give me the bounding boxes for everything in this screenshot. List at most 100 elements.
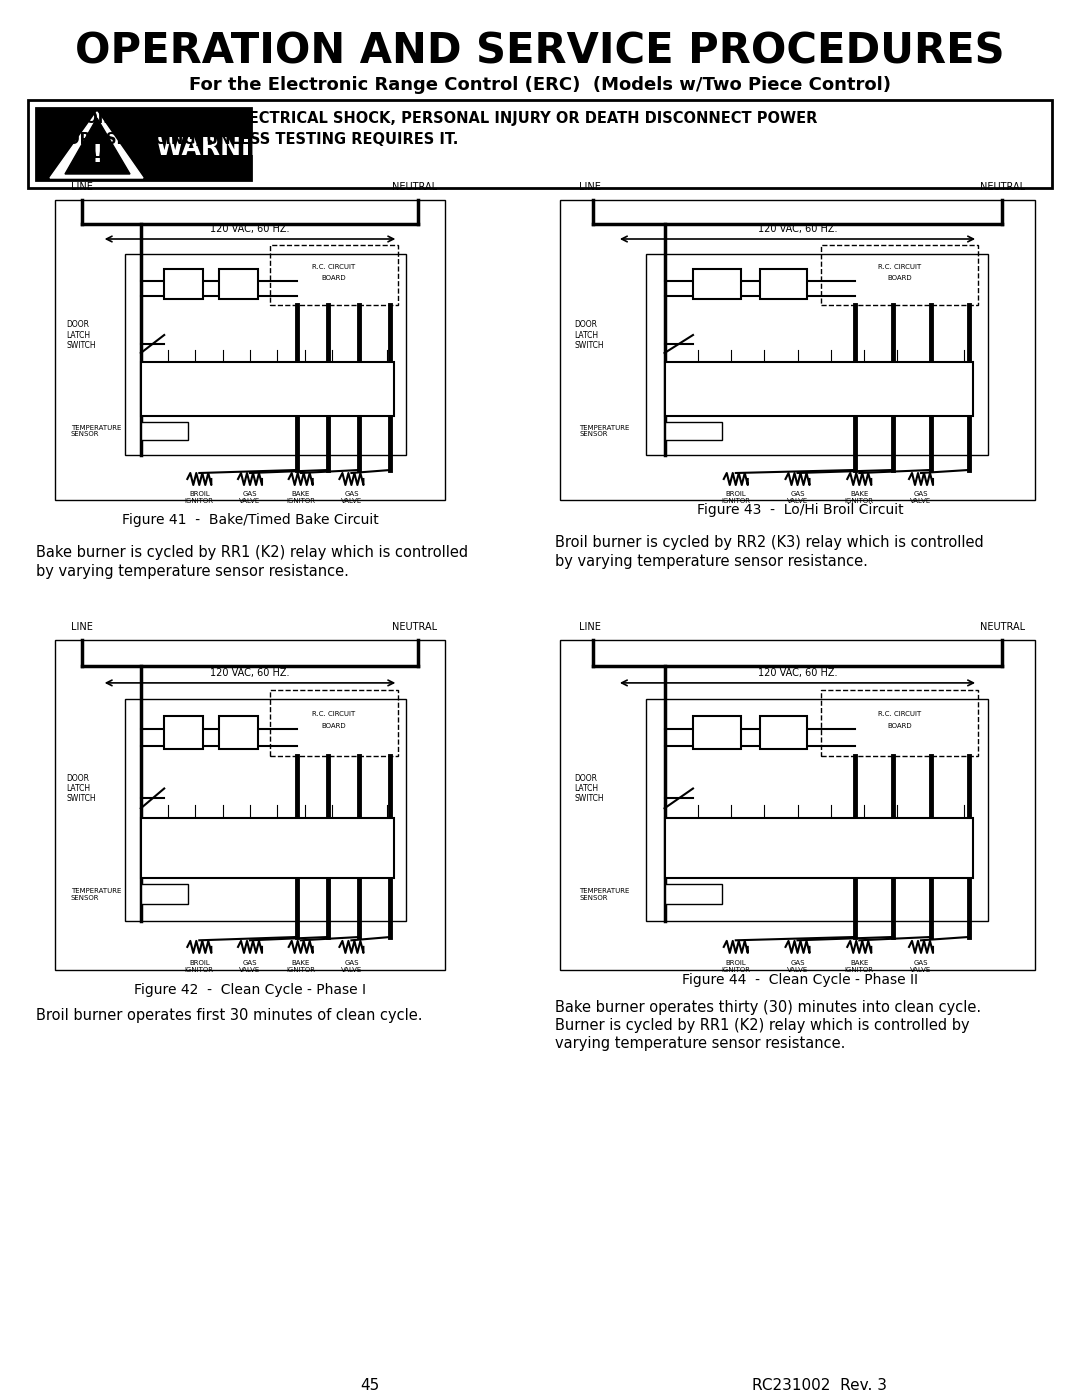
Bar xyxy=(664,819,973,877)
Text: TEMPERATURE
SENSOR: TEMPERATURE SENSOR xyxy=(70,425,121,437)
Text: R.C. CIRCUIT: R.C. CIRCUIT xyxy=(312,264,355,270)
Bar xyxy=(140,884,188,904)
Text: CLEAN
INTERLOCK: CLEAN INTERLOCK xyxy=(164,394,194,405)
Text: LINE: LINE xyxy=(579,182,600,191)
Text: BR
DRIVE
24 VDC: BR DRIVE 24 VDC xyxy=(219,367,240,384)
Text: TEMPERATURE
SENSOR: TEMPERATURE SENSOR xyxy=(579,887,630,901)
Text: DRIVE
RETURN: DRIVE RETURN xyxy=(256,827,279,838)
Bar xyxy=(219,270,258,299)
Text: GAS
VALVE: GAS VALVE xyxy=(910,490,932,504)
Bar xyxy=(140,422,188,440)
Bar xyxy=(693,270,741,299)
Text: varying temperature sensor resistance.: varying temperature sensor resistance. xyxy=(555,1037,846,1051)
Text: LINE: LINE xyxy=(70,622,93,631)
Text: For the Electronic Range Control (ERC)  (Models w/Two Piece Control): For the Electronic Range Control (ERC) (… xyxy=(189,75,891,94)
Text: BROIL
IGNITOR: BROIL IGNITOR xyxy=(185,490,214,504)
Bar xyxy=(140,819,394,877)
Text: BROIL
IGNITOR: BROIL IGNITOR xyxy=(721,490,751,504)
Text: LINE: LINE xyxy=(579,622,600,631)
Bar xyxy=(125,254,406,455)
Text: by varying temperature sensor resistance.: by varying temperature sensor resistance… xyxy=(555,555,868,569)
Text: BROIL
IGNITOR: BROIL IGNITOR xyxy=(721,960,751,974)
Text: NEUTRAL: NEUTRAL xyxy=(392,182,437,191)
Bar xyxy=(28,101,1052,189)
Bar xyxy=(219,715,258,749)
Text: ELECTRONIC RANGE: ELECTRONIC RANGE xyxy=(229,834,306,844)
Bar xyxy=(759,715,807,749)
Text: BA
DRIVE
24 VDC: BA DRIVE 24 VDC xyxy=(738,824,758,841)
Text: DOOR
LATCH
SWITCH: DOOR LATCH SWITCH xyxy=(67,774,96,803)
Text: by varying temperature sensor resistance.: by varying temperature sensor resistance… xyxy=(36,564,349,578)
Text: NEUTRAL: NEUTRAL xyxy=(392,622,437,631)
Text: DOOR
LATCH
SWITCH: DOOR LATCH SWITCH xyxy=(575,320,604,349)
Text: GAS
VALVE: GAS VALVE xyxy=(787,960,808,974)
Text: 3.2VAC: 3.2VAC xyxy=(328,373,348,379)
Bar xyxy=(164,270,203,299)
Text: GAS
VALVE: GAS VALVE xyxy=(341,490,362,504)
Text: BROIL
IGNITOR: BROIL IGNITOR xyxy=(185,960,214,974)
Bar xyxy=(270,690,399,756)
Text: WARNING: WARNING xyxy=(156,136,292,161)
Text: BOARD: BOARD xyxy=(322,275,347,281)
Text: BEFORE SERVICING, UNLESS TESTING REQUIRES IT.: BEFORE SERVICING, UNLESS TESTING REQUIRE… xyxy=(36,131,458,147)
Bar xyxy=(821,244,978,305)
Polygon shape xyxy=(65,117,130,175)
Bar xyxy=(646,700,987,921)
Text: ELECTRONIC RANGE: ELECTRONIC RANGE xyxy=(780,834,858,844)
Text: OPERATION AND SERVICE PROCEDURES: OPERATION AND SERVICE PROCEDURES xyxy=(76,31,1004,73)
Bar xyxy=(164,715,203,749)
Text: DRIVE
RETURN: DRIVE RETURN xyxy=(256,370,279,381)
Text: 120 VAC, 60 HZ.: 120 VAC, 60 HZ. xyxy=(758,668,837,678)
Text: CLEAN
INTERLOCK: CLEAN INTERLOCK xyxy=(696,855,726,865)
Text: DRIVE
RETURN: DRIVE RETURN xyxy=(808,827,831,838)
Bar xyxy=(55,640,445,970)
Text: BR
DRIVE
24 VDC: BR DRIVE 24 VDC xyxy=(219,824,240,841)
Text: CONTROL  (E.R.C.): CONTROL (E.R.C.) xyxy=(232,854,302,863)
Text: CONTROL  (E.R.C.): CONTROL (E.R.C.) xyxy=(232,394,302,404)
Text: Figure 41  -  Bake/Timed Bake Circuit: Figure 41 - Bake/Timed Bake Circuit xyxy=(122,513,378,527)
Text: RC231002  Rev. 3: RC231002 Rev. 3 xyxy=(753,1377,888,1393)
Text: R.C. CIRCUIT: R.C. CIRCUIT xyxy=(878,711,921,718)
Text: DRIVE
RETURN: DRIVE RETURN xyxy=(808,370,831,381)
Text: NEUTRAL: NEUTRAL xyxy=(981,182,1026,191)
Text: CONTROL  (E.R.C.): CONTROL (E.R.C.) xyxy=(784,854,854,863)
Text: BAKE
IGNITOR: BAKE IGNITOR xyxy=(286,960,315,974)
Text: GAS
VALVE: GAS VALVE xyxy=(910,960,932,974)
Text: TO AVOID THE RISK OF ELECTRICAL SHOCK, PERSONAL INJURY OR DEATH DISCONNECT POWER: TO AVOID THE RISK OF ELECTRICAL SHOCK, P… xyxy=(36,110,818,126)
Text: Bake burner operates thirty (30) minutes into clean cycle.: Bake burner operates thirty (30) minutes… xyxy=(555,1000,981,1016)
Text: GAS
VALVE: GAS VALVE xyxy=(341,960,362,974)
Text: Bake burner is cycled by RR1 (K2) relay which is controlled: Bake burner is cycled by RR1 (K2) relay … xyxy=(36,545,468,560)
Text: 3.2VAC: 3.2VAC xyxy=(895,373,915,379)
Text: ELECTRONIC RANGE: ELECTRONIC RANGE xyxy=(229,376,306,386)
Text: CONTROL  (E.R.C.): CONTROL (E.R.C.) xyxy=(784,394,854,404)
Text: 3.2VAC: 3.2VAC xyxy=(328,831,348,835)
Bar xyxy=(36,108,251,180)
Text: NEUTRAL: NEUTRAL xyxy=(981,622,1026,631)
Bar xyxy=(270,244,399,305)
Text: GAS
VALVE: GAS VALVE xyxy=(240,490,260,504)
Text: Broil burner is cycled by RR2 (K3) relay which is controlled: Broil burner is cycled by RR2 (K3) relay… xyxy=(555,535,984,550)
Text: BAKE
IGNITOR: BAKE IGNITOR xyxy=(286,490,315,504)
Bar xyxy=(759,270,807,299)
Text: 45: 45 xyxy=(361,1377,380,1393)
Text: 28.3VAC: 28.3VAC xyxy=(848,831,870,835)
Text: BOARD: BOARD xyxy=(322,722,347,728)
Text: CLEAN
INTERLOCK: CLEAN INTERLOCK xyxy=(696,394,726,405)
Text: R.C. CIRCUIT: R.C. CIRCUIT xyxy=(312,711,355,718)
Text: ELECTRONIC RANGE: ELECTRONIC RANGE xyxy=(780,376,858,386)
Text: Figure 42  -  Clean Cycle - Phase I: Figure 42 - Clean Cycle - Phase I xyxy=(134,983,366,997)
Text: 120 VAC, 60 HZ.: 120 VAC, 60 HZ. xyxy=(758,224,837,235)
Bar xyxy=(646,254,987,455)
Bar xyxy=(125,700,406,921)
Text: CLEAN
INTERLOCK: CLEAN INTERLOCK xyxy=(164,855,194,865)
Bar xyxy=(664,884,721,904)
Text: 120 VAC, 60 HZ.: 120 VAC, 60 HZ. xyxy=(211,224,289,235)
Text: BA
DRIVE
24 VDC: BA DRIVE 24 VDC xyxy=(199,824,219,841)
Text: DOOR
LATCH
SWITCH: DOOR LATCH SWITCH xyxy=(67,320,96,349)
Text: BA
DRIVE
24 VDC: BA DRIVE 24 VDC xyxy=(199,367,219,384)
Bar xyxy=(664,422,721,440)
Text: BAKE
IGNITOR: BAKE IGNITOR xyxy=(845,490,874,504)
Text: 3.2VAC: 3.2VAC xyxy=(895,831,915,835)
Text: TEMPERATURE
SENSOR: TEMPERATURE SENSOR xyxy=(579,425,630,437)
Text: BOARD: BOARD xyxy=(888,275,912,281)
